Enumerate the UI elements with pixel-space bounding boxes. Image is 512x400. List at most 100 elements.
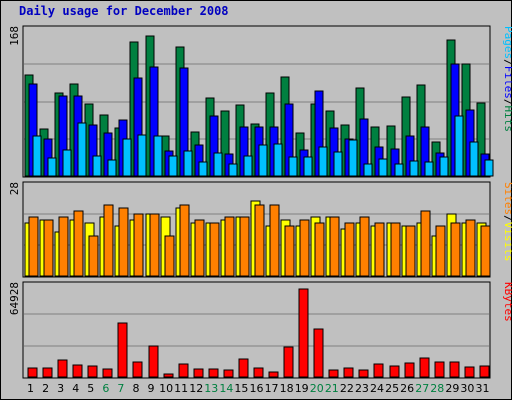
- bar-kbytes: [253, 367, 264, 378]
- bar-kbytes: [132, 361, 143, 378]
- bar-kbytes: [42, 367, 53, 378]
- plot-area-kbytes: [22, 281, 491, 379]
- bar-kbytes: [163, 373, 174, 378]
- bar-kbytes: [373, 363, 384, 378]
- bar-pages: [288, 156, 298, 177]
- bar-pages: [62, 149, 72, 177]
- bar-pages: [318, 146, 328, 177]
- bar-sites: [450, 222, 461, 277]
- x-tick-label: 20: [310, 382, 324, 395]
- bar-pages: [484, 159, 494, 177]
- y-max-label: 168: [8, 26, 21, 46]
- x-tick-label: 12: [189, 382, 203, 395]
- x-tick-label: 5: [87, 382, 94, 395]
- x-tick-label: 17: [265, 382, 279, 395]
- legend-entry: KBytes: [502, 282, 512, 322]
- bar-sites: [314, 222, 325, 277]
- bar-kbytes: [102, 368, 113, 378]
- bar-sites: [43, 219, 54, 277]
- bar-pages: [77, 122, 87, 177]
- bar-sites: [28, 216, 39, 277]
- bar-pages: [137, 134, 147, 177]
- legend-entry: Files: [502, 66, 512, 99]
- bar-pages: [394, 163, 404, 177]
- bar-kbytes: [208, 368, 219, 378]
- x-tick-label: 6: [102, 382, 109, 395]
- x-tick-label: 28: [430, 382, 444, 395]
- bar-sites: [224, 216, 235, 277]
- bar-pages: [198, 161, 208, 177]
- x-tick-label: 27: [415, 382, 429, 395]
- legend-hits-files-pages: Pages/Files/Hits: [502, 26, 512, 132]
- x-tick-label: 3: [57, 382, 64, 395]
- legend-entry: /: [502, 59, 512, 66]
- bar-pages: [409, 160, 419, 177]
- bar-pages: [378, 158, 388, 177]
- legend-entry: /: [502, 99, 512, 106]
- x-tick-label: 9: [148, 382, 155, 395]
- bar-sites: [149, 213, 160, 277]
- bar-pages: [153, 135, 163, 177]
- bar-kbytes: [72, 364, 83, 378]
- x-tick-label: 23: [355, 382, 369, 395]
- bar-pages: [303, 156, 313, 177]
- bar-sites: [58, 216, 69, 277]
- bar-pages: [243, 155, 253, 177]
- bar-kbytes: [464, 366, 475, 378]
- bar-sites: [465, 219, 476, 277]
- bar-kbytes: [404, 362, 415, 378]
- x-tick-label: 30: [460, 382, 474, 395]
- legend-entry: Pages: [502, 26, 512, 59]
- x-tick-label: 8: [132, 382, 139, 395]
- bar-pages: [107, 159, 117, 177]
- bar-kbytes: [434, 361, 445, 378]
- bar-sites: [269, 204, 280, 277]
- bar-kbytes: [193, 368, 204, 378]
- bar-sites: [179, 204, 190, 277]
- bar-kbytes: [343, 367, 354, 378]
- bar-pages: [183, 150, 193, 177]
- x-tick-label: 21: [325, 382, 339, 395]
- bar-sites: [209, 222, 220, 277]
- bar-sites: [133, 213, 144, 277]
- bar-pages: [228, 163, 238, 177]
- bar-pages: [363, 163, 373, 177]
- bar-kbytes: [268, 371, 279, 378]
- bar-sites: [88, 235, 99, 277]
- legend-visits-sites: Sites/Visits: [502, 182, 512, 262]
- bar-pages: [454, 115, 464, 177]
- bar-sites: [103, 204, 114, 277]
- y-max-label: 64928: [8, 282, 21, 315]
- x-tick-label: 16: [250, 382, 264, 395]
- bar-kbytes: [87, 365, 98, 378]
- bar-sites: [344, 222, 355, 277]
- bar-sites: [299, 219, 310, 277]
- bar-sites: [405, 225, 416, 277]
- bar-kbytes: [449, 361, 460, 378]
- bar-kbytes: [117, 322, 128, 378]
- bar-pages: [469, 141, 479, 177]
- bar-sites: [390, 222, 401, 277]
- x-tick-label: 24: [370, 382, 384, 395]
- x-tick-label: 22: [340, 382, 354, 395]
- x-tick-label: 10: [159, 382, 173, 395]
- bar-kbytes: [148, 345, 159, 378]
- bar-sites: [374, 222, 385, 277]
- x-tick-label: 18: [280, 382, 294, 395]
- bar-sites: [284, 225, 295, 277]
- bar-pages: [333, 151, 343, 177]
- x-tick-label: 14: [219, 382, 233, 395]
- bar-kbytes: [27, 367, 38, 378]
- x-tick-label: 4: [72, 382, 79, 395]
- bar-sites: [239, 216, 250, 277]
- x-tick-label: 31: [475, 382, 489, 395]
- x-tick-label: 25: [385, 382, 399, 395]
- bar-kbytes: [313, 328, 324, 378]
- legend-entry: Sites: [502, 182, 512, 215]
- bar-pages: [424, 161, 434, 177]
- bar-sites: [118, 207, 129, 277]
- x-tick-label: 1: [27, 382, 34, 395]
- x-tick-label: 29: [445, 382, 459, 395]
- bar-pages: [168, 155, 178, 177]
